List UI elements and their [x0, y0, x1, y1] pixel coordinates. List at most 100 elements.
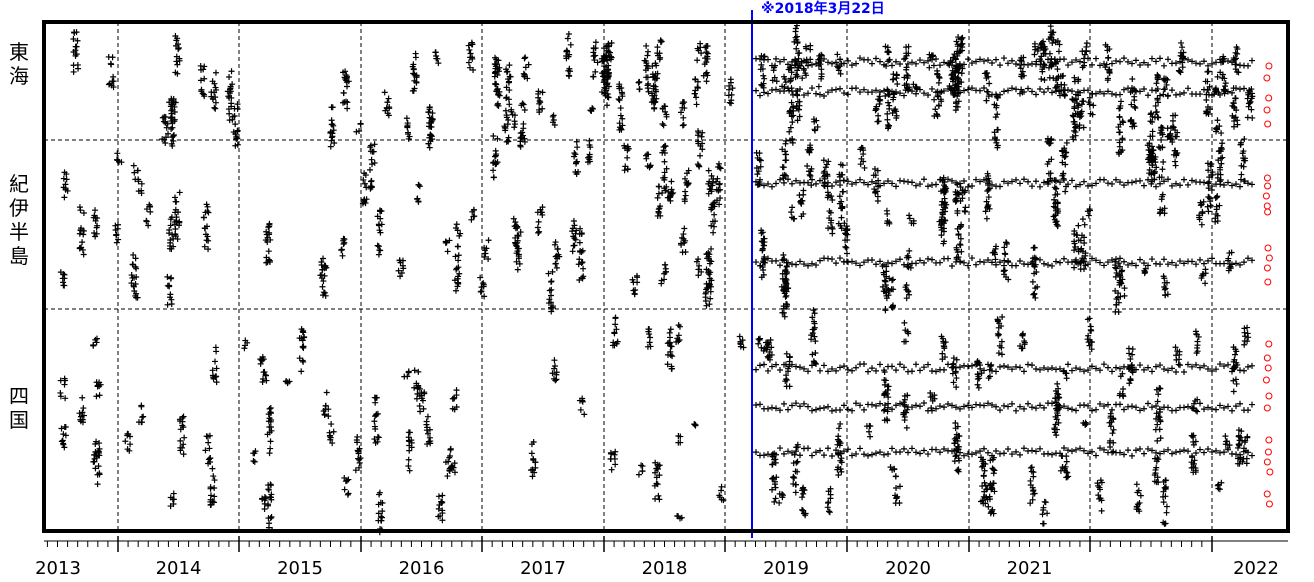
tremor-marker — [668, 190, 675, 197]
tremor-marker — [965, 402, 971, 409]
tremor-marker — [322, 402, 329, 409]
tremor-marker — [469, 208, 476, 215]
tremor-marker — [1137, 177, 1143, 184]
tremor-marker — [651, 74, 658, 81]
tremor-marker — [551, 365, 558, 372]
tremor-marker — [76, 244, 83, 251]
tremor-marker — [845, 57, 851, 64]
tremor-marker — [268, 513, 275, 520]
tremor-marker — [861, 451, 867, 458]
tremor-marker — [1245, 180, 1251, 187]
tremor-marker — [647, 343, 654, 350]
tremor-marker — [360, 176, 367, 183]
tremor-marker — [647, 334, 654, 341]
tremor-marker — [374, 438, 381, 445]
tremor-marker — [406, 467, 413, 474]
tremor-marker — [958, 223, 965, 230]
tremor-marker — [63, 176, 70, 183]
tremor-marker — [613, 326, 620, 333]
tremor-marker — [761, 75, 768, 82]
tremor-marker — [128, 272, 135, 279]
tremor-marker — [1085, 212, 1092, 219]
tremor-marker — [1037, 61, 1044, 68]
tremor-marker — [411, 71, 418, 78]
tremor-marker — [797, 258, 803, 265]
tremor-marker — [613, 340, 620, 347]
tremor-marker — [96, 392, 103, 399]
tremor-marker — [1213, 406, 1219, 413]
tremor-marker — [424, 441, 431, 448]
tremor-marker — [1229, 89, 1235, 96]
tremor-marker — [1201, 260, 1207, 267]
tremor-marker — [505, 116, 512, 123]
tremor-marker — [406, 447, 413, 454]
tremor-marker — [726, 86, 733, 93]
tremor-marker — [869, 451, 875, 458]
tremor-marker — [455, 264, 462, 271]
tremor-marker — [511, 112, 518, 119]
tremor-marker — [496, 64, 503, 71]
tremor-marker — [361, 170, 368, 177]
tremor-marker — [1126, 380, 1133, 387]
tremor-marker — [817, 91, 823, 98]
tremor-marker — [1145, 92, 1151, 99]
tremor-marker — [517, 143, 524, 150]
tremor-marker — [1153, 183, 1159, 190]
tremor-marker — [1225, 403, 1231, 410]
tremor-marker — [866, 428, 873, 435]
tremor-marker — [674, 512, 681, 519]
tremor-marker — [604, 47, 611, 54]
tremor-marker — [835, 425, 842, 432]
tremor-marker — [838, 214, 845, 221]
tremor-marker — [753, 259, 759, 266]
tremor-marker — [114, 150, 121, 157]
tremor-marker — [79, 394, 86, 401]
recent-marker — [1264, 448, 1272, 456]
tremor-marker — [694, 57, 701, 64]
tremor-marker — [429, 116, 436, 123]
tremor-marker — [426, 106, 433, 113]
tremor-marker — [897, 400, 903, 407]
tremor-marker — [694, 45, 701, 52]
tremor-marker — [374, 242, 381, 249]
tremor-marker — [1237, 400, 1243, 407]
tremor-marker — [1214, 117, 1221, 124]
tremor-marker — [539, 204, 546, 211]
tremor-marker — [177, 437, 184, 444]
tremor-marker — [172, 99, 179, 106]
tremor-marker — [338, 247, 345, 254]
tremor-marker — [1054, 380, 1061, 387]
tremor-marker — [207, 496, 214, 503]
tremor-marker — [697, 152, 704, 159]
tremor-marker — [1001, 88, 1007, 95]
tremor-marker — [1053, 185, 1060, 192]
tremor-marker — [1044, 510, 1051, 517]
tremor-marker — [917, 403, 923, 410]
tremor-marker — [1249, 114, 1256, 121]
tremor-marker — [618, 85, 625, 92]
tremor-marker — [740, 344, 747, 351]
tremor-marker — [1093, 180, 1099, 187]
tremor-marker — [759, 246, 766, 253]
tremor-marker — [1173, 133, 1180, 140]
tremor-marker — [1087, 323, 1094, 330]
tremor-marker — [138, 180, 145, 187]
tremor-marker — [1009, 178, 1015, 185]
tremor-marker — [1233, 260, 1239, 267]
tremor-marker — [664, 351, 671, 358]
tremor-marker — [643, 42, 650, 49]
tremor-marker — [415, 198, 422, 205]
tremor-marker — [444, 473, 451, 480]
tremor-marker — [1229, 182, 1235, 189]
tremor-marker — [320, 407, 327, 414]
tremor-marker — [869, 365, 875, 372]
tremor-marker — [197, 77, 204, 84]
tremor-marker — [427, 440, 434, 447]
tremor-marker — [1060, 175, 1067, 182]
tremor-marker — [1133, 57, 1139, 64]
tremor-marker — [1072, 243, 1079, 250]
tremor-marker — [61, 423, 68, 430]
tremor-marker — [60, 271, 67, 278]
tremor-marker — [1152, 426, 1159, 433]
tremor-marker — [321, 411, 328, 418]
